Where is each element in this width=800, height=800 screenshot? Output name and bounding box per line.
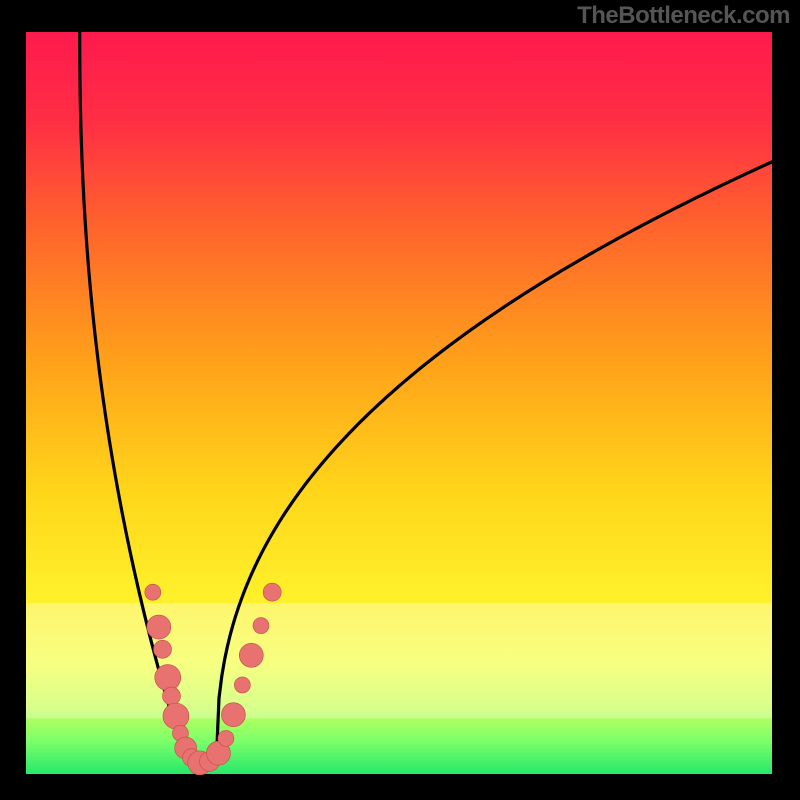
data-marker [163,703,189,729]
data-marker [253,618,269,634]
data-marker [162,687,180,705]
data-marker [263,583,281,601]
data-marker [234,677,250,693]
data-marker [221,703,245,727]
data-marker [154,640,172,658]
chart-stage: TheBottleneck.com [0,0,800,800]
data-marker [145,584,161,600]
bottleneck-chart [0,0,800,800]
data-marker [218,730,234,746]
data-marker [147,615,171,639]
attribution-text: TheBottleneck.com [577,2,790,30]
data-marker [155,665,181,691]
data-marker [239,643,263,667]
pale-band [26,603,772,718]
